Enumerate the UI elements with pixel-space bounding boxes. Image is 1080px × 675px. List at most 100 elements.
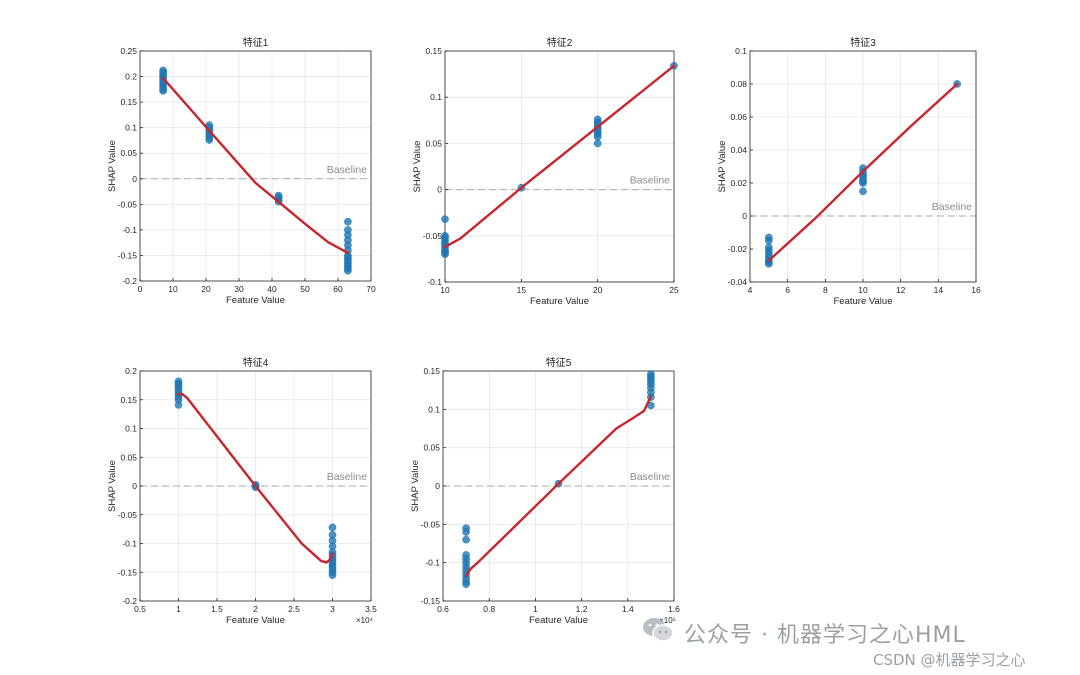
y-axis-label: SHAP Value bbox=[410, 460, 421, 512]
data-point bbox=[344, 217, 352, 226]
fit-line bbox=[767, 82, 959, 262]
data-point bbox=[344, 266, 352, 275]
data-point bbox=[462, 528, 470, 536]
x-tick-label: 4 bbox=[748, 285, 753, 295]
y-tick-label: 0.06 bbox=[730, 112, 747, 122]
x-tick-label: 10 bbox=[440, 285, 450, 295]
x-tick-label: 2.5 bbox=[288, 604, 300, 614]
x-tick-label: 8 bbox=[823, 285, 828, 295]
y-tick-label: -0.15 bbox=[118, 250, 138, 260]
x-tick-label: 1.2 bbox=[576, 604, 588, 614]
x-tick-label: 3.5 bbox=[365, 604, 377, 614]
y-tick-label: -0.1 bbox=[425, 558, 440, 568]
data-point bbox=[859, 179, 867, 187]
axes-box bbox=[444, 50, 675, 283]
x-tick-label: 20 bbox=[593, 285, 603, 295]
fit-line bbox=[161, 76, 350, 255]
y-tick-label: 0.2 bbox=[125, 366, 137, 376]
plot-area bbox=[140, 51, 371, 281]
scatter-points bbox=[174, 377, 337, 579]
x-tick-label: 25 bbox=[669, 285, 679, 295]
y-tick-label: 0.15 bbox=[425, 46, 442, 56]
chart-title: 特征2 bbox=[547, 37, 573, 49]
y-tick-label: 0 bbox=[437, 185, 442, 195]
chart-title: 特征5 bbox=[546, 357, 572, 369]
x-tick-label: 10 bbox=[168, 284, 178, 294]
y-tick-label: 0.1 bbox=[125, 424, 137, 434]
data-point bbox=[764, 236, 773, 245]
y-tick-label: -0.02 bbox=[728, 244, 748, 254]
baseline-label: Baseline bbox=[327, 471, 367, 483]
y-axis-label: SHAP Value bbox=[412, 141, 423, 193]
y-tick-label: 0.1 bbox=[735, 46, 747, 56]
y-tick-label: -0.05 bbox=[118, 510, 138, 520]
x-tick-label: 0.8 bbox=[483, 604, 495, 614]
y-tick-label: 0 bbox=[742, 211, 747, 221]
data-point bbox=[328, 523, 337, 532]
x-exponent-label: ×10⁵ bbox=[659, 616, 676, 625]
x-tick-label: 12 bbox=[896, 285, 906, 295]
y-tick-label: 0.15 bbox=[120, 97, 137, 107]
y-tick-label: 0.05 bbox=[425, 138, 442, 148]
data-point bbox=[593, 133, 602, 141]
data-point bbox=[159, 87, 167, 95]
y-tick-label: -0.1 bbox=[122, 225, 137, 235]
y-tick-label: -0.1 bbox=[122, 539, 137, 549]
y-tick-label: -0.05 bbox=[118, 199, 138, 209]
x-axis-label: Feature Value bbox=[834, 296, 893, 307]
x-tick-label: 1.4 bbox=[622, 604, 634, 614]
x-tick-label: 20 bbox=[201, 284, 211, 294]
data-point bbox=[462, 580, 470, 588]
x-tick-label: 0 bbox=[138, 284, 143, 294]
x-tick-label: 2 bbox=[253, 604, 258, 614]
y-tick-label: 0 bbox=[132, 481, 137, 491]
scatter-points bbox=[764, 80, 962, 268]
fit-line bbox=[443, 64, 676, 249]
data-point bbox=[328, 571, 337, 579]
subplot-2: Baseline 10 15 20 25 -0.1 -0.05 0 0.05 0.1 0.15 特征2… bbox=[412, 37, 679, 307]
x-tick-label: 60 bbox=[333, 284, 343, 294]
axes-box bbox=[139, 50, 372, 282]
y-tick-label: 0.25 bbox=[120, 46, 137, 56]
scatter-points bbox=[159, 66, 352, 275]
baseline-label: Baseline bbox=[630, 175, 670, 187]
y-axis-label: SHAP Value bbox=[107, 460, 118, 512]
y-tick-label: 0.04 bbox=[730, 145, 747, 155]
x-axis-label: Feature Value bbox=[226, 615, 285, 626]
y-tick-label: 0.05 bbox=[423, 443, 440, 453]
y-tick-label: -0.15 bbox=[118, 567, 138, 577]
y-tick-label: -0.2 bbox=[122, 276, 137, 286]
subplot-4: Baseline 0.5 1 1.5 2 2.5 3 3.5 -0.2 -0.15 -0.1 -0.0… bbox=[107, 357, 377, 626]
x-tick-label: 40 bbox=[267, 284, 277, 294]
y-tick-label: 0 bbox=[132, 174, 137, 184]
y-tick-label: 0.02 bbox=[730, 178, 747, 188]
watermark-csdn: CSDN @机器学习之心 bbox=[873, 651, 1026, 669]
x-exponent-label: ×10⁴ bbox=[356, 616, 374, 625]
baseline-label: Baseline bbox=[630, 471, 670, 483]
x-tick-label: 10 bbox=[858, 285, 868, 295]
data-point bbox=[859, 187, 867, 196]
y-tick-label: -0.1 bbox=[427, 277, 442, 287]
y-tick-label: 0.1 bbox=[428, 404, 440, 414]
watermark-wechat: 公众号 · 机器学习之心HML bbox=[684, 623, 966, 648]
x-tick-label: 50 bbox=[300, 284, 310, 294]
x-axis-label: Feature Value bbox=[529, 615, 588, 626]
y-tick-label: -0.15 bbox=[421, 596, 441, 606]
x-tick-label: 70 bbox=[366, 284, 376, 294]
x-tick-label: 3 bbox=[330, 604, 335, 614]
data-point bbox=[441, 250, 449, 259]
y-tick-label: 0.15 bbox=[423, 366, 440, 376]
y-tick-label: 0.1 bbox=[430, 92, 442, 102]
chart-title: 特征3 bbox=[850, 37, 876, 49]
x-tick-label: 0.6 bbox=[437, 604, 449, 614]
chart-title: 特征4 bbox=[243, 357, 269, 369]
fit-line bbox=[177, 392, 334, 564]
plot-area bbox=[445, 51, 674, 282]
data-point bbox=[462, 535, 470, 544]
baseline-label: Baseline bbox=[327, 164, 367, 176]
y-tick-label: -0.05 bbox=[423, 231, 443, 241]
y-tick-label: -0.2 bbox=[122, 596, 137, 606]
fit-line bbox=[464, 395, 653, 577]
y-tick-label: 0.1 bbox=[125, 123, 137, 133]
